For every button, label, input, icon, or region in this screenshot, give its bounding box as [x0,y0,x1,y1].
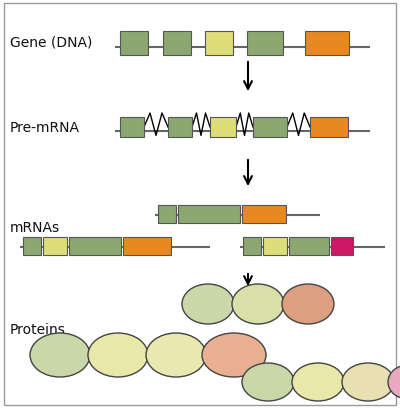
Ellipse shape [282,284,334,324]
Ellipse shape [388,365,400,399]
Bar [205,32,233,56]
Text: Pre-mRNA: Pre-mRNA [10,121,80,135]
Bar [253,118,287,138]
Bar [289,237,329,255]
Ellipse shape [342,363,394,401]
Bar [69,237,121,255]
Text: Gene (DNA): Gene (DNA) [10,35,92,49]
Ellipse shape [88,333,148,377]
Ellipse shape [292,363,344,401]
Bar [310,118,348,138]
Bar [331,237,353,255]
Bar [178,205,240,223]
Ellipse shape [202,333,266,377]
Bar [163,32,191,56]
Ellipse shape [182,284,234,324]
Bar [210,118,236,138]
Ellipse shape [146,333,206,377]
Bar [263,237,287,255]
Bar [123,237,171,255]
Ellipse shape [30,333,90,377]
Bar [23,237,41,255]
Bar [158,205,176,223]
Bar [120,32,148,56]
Bar [305,32,349,56]
Bar [243,237,261,255]
Bar [120,118,144,138]
Bar [247,32,283,56]
Text: mRNAs: mRNAs [10,220,60,234]
Bar [242,205,286,223]
Bar [168,118,192,138]
Ellipse shape [242,363,294,401]
Bar [43,237,67,255]
Ellipse shape [232,284,284,324]
Text: Proteins: Proteins [10,322,66,336]
